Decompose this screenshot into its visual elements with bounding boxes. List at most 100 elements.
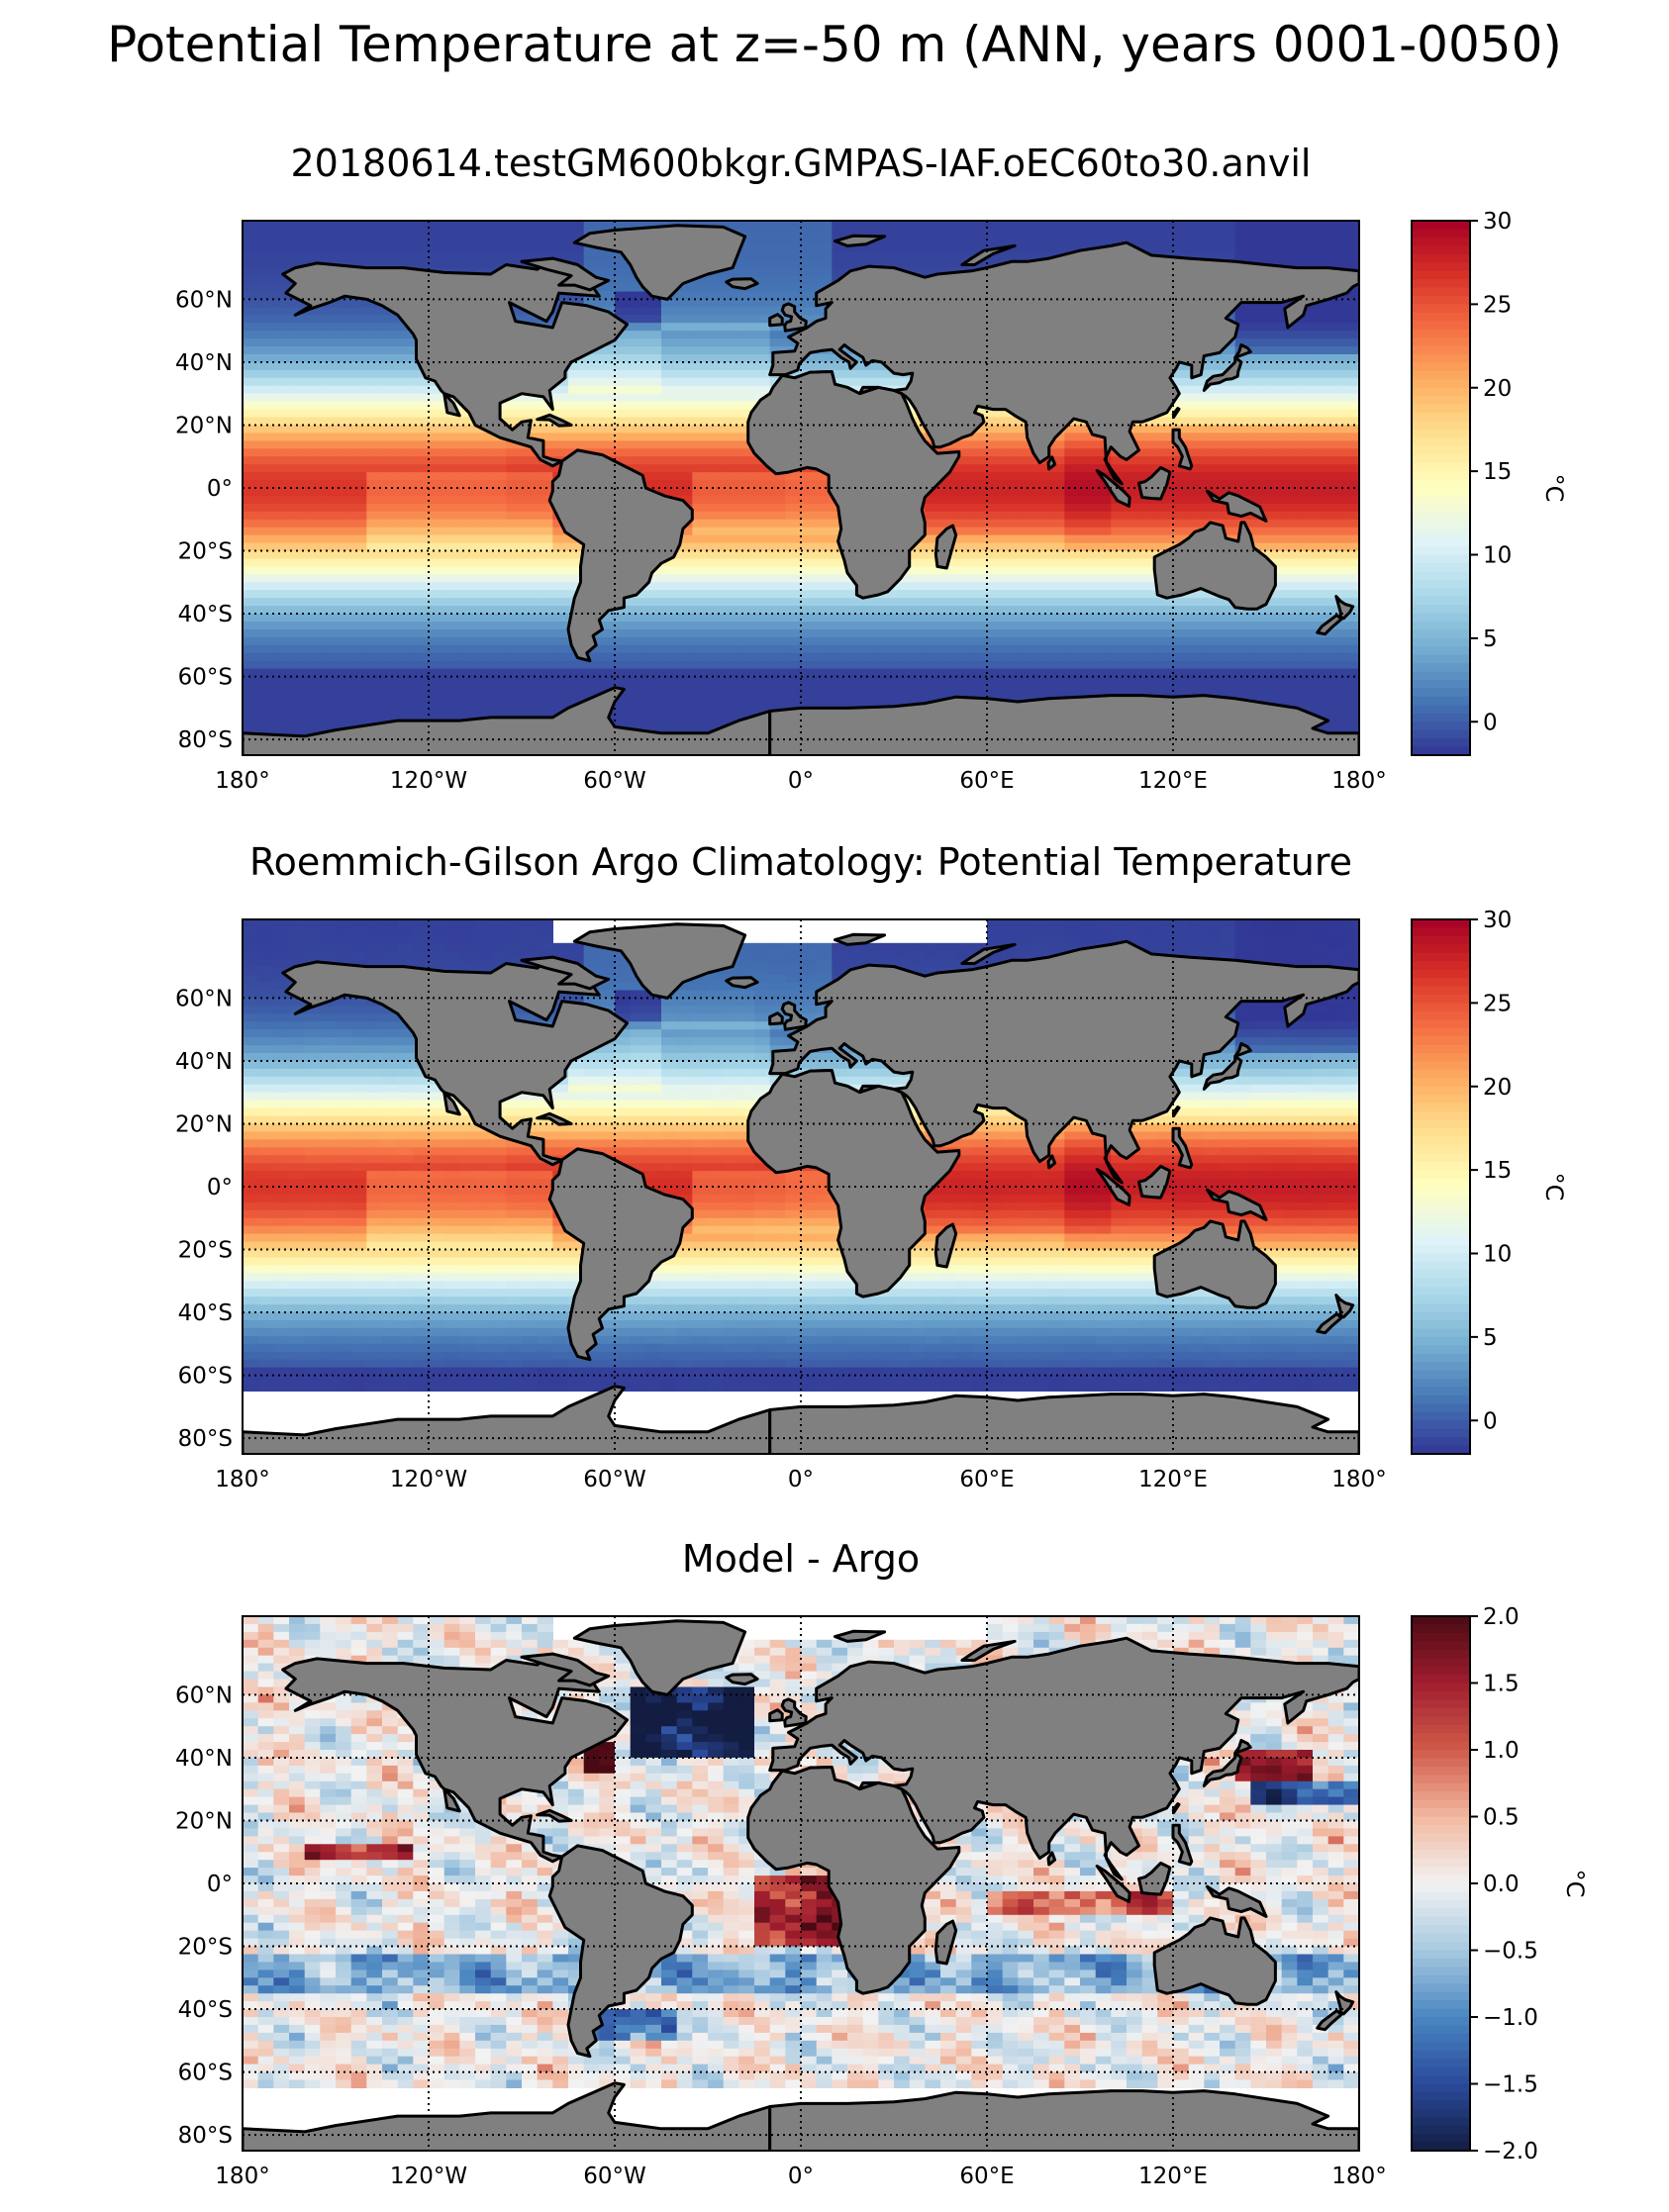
field-cell [1313,472,1329,481]
field-cell [1297,550,1314,559]
field-cell [459,652,476,662]
field-cell [459,527,476,536]
field-cell [909,614,926,623]
field-cell [1234,488,1251,497]
field-cell [568,566,585,575]
y-tick-label: 0° [207,476,233,502]
field-cell [1064,228,1081,238]
field-cell [443,598,460,607]
field-cell [443,708,460,717]
field-cell [1220,472,1236,481]
field-cell [490,472,507,481]
field-cell [1327,574,1344,583]
field-cell [1080,676,1097,686]
field-cell [909,566,926,575]
field-cell [955,243,972,253]
field-cell [1327,566,1344,575]
field-cell [583,221,600,230]
field-cell [661,456,678,465]
field-cell [506,622,523,630]
field-cell [738,668,755,678]
field-cell [429,425,445,433]
field-cell [723,472,739,481]
field-cell [506,251,523,261]
field-cell [1141,464,1158,473]
field-cell [366,708,383,717]
field-cell [1048,660,1065,670]
field-cell [1297,488,1314,497]
field-cell [987,448,1004,457]
field-cell [304,700,321,709]
field-cell [1343,542,1359,552]
field-cell [257,652,274,662]
field-cell [1141,511,1158,521]
field-cell [754,503,771,513]
field-cell [1064,614,1081,623]
field-cell [940,259,957,269]
field-cell [243,480,259,489]
field-cell [475,243,492,253]
field-cell [661,692,678,701]
field-cell [257,243,274,253]
field-cell [506,503,523,513]
land [243,224,1359,755]
field-cell [1095,582,1112,591]
field-cell [1220,660,1236,670]
field-cell [1250,228,1267,238]
field-cell [397,614,414,623]
field-cell [754,598,771,607]
field-cell [754,267,771,277]
field-cell [1127,511,1143,521]
field-cell [1018,519,1034,529]
field-cell [552,558,569,567]
field-cell [630,456,646,465]
field-cell [336,417,352,426]
colorbar-segment [1412,253,1470,263]
field-cell [1220,644,1236,654]
field-cell [336,660,352,670]
field-cell [754,614,771,623]
field-cell [878,622,895,630]
field-cell [1250,542,1267,552]
field-cell [1281,582,1298,591]
field-cell [1220,676,1236,686]
field-cell [1250,652,1267,662]
field-cell [816,519,833,529]
field-cell [708,377,725,387]
field-cell [475,550,492,559]
field-cell [692,676,709,686]
field-cell [537,401,553,411]
field-cell [243,331,259,339]
field-cell [1048,692,1065,701]
field-cell [1234,676,1251,686]
field-cell [522,464,539,473]
field-cell [1266,433,1283,441]
field-cell [676,692,693,701]
field-cell [676,346,693,355]
field-cell [645,606,662,615]
field-cell [243,511,259,521]
field-cell [645,448,662,457]
field-cell [1250,668,1267,678]
field-cell [1297,700,1314,709]
field-cell [1002,582,1019,591]
field-cell [1157,660,1174,670]
field-cell [661,417,678,426]
field-cell [692,331,709,339]
field-cell [243,291,259,300]
field-cell [1327,684,1344,693]
field-cell [1048,622,1065,630]
field-cell [661,472,678,481]
field-cell [257,723,274,732]
field-cell [708,574,725,583]
field-cell [738,323,755,332]
field-cell [1297,228,1314,238]
field-cell [1064,582,1081,591]
field-cell [1313,259,1329,269]
field-cell [676,456,693,465]
field-cell [522,534,539,544]
field-cell [537,628,553,638]
field-cell [909,574,926,583]
field-cell [429,409,445,419]
field-cell [940,590,957,599]
